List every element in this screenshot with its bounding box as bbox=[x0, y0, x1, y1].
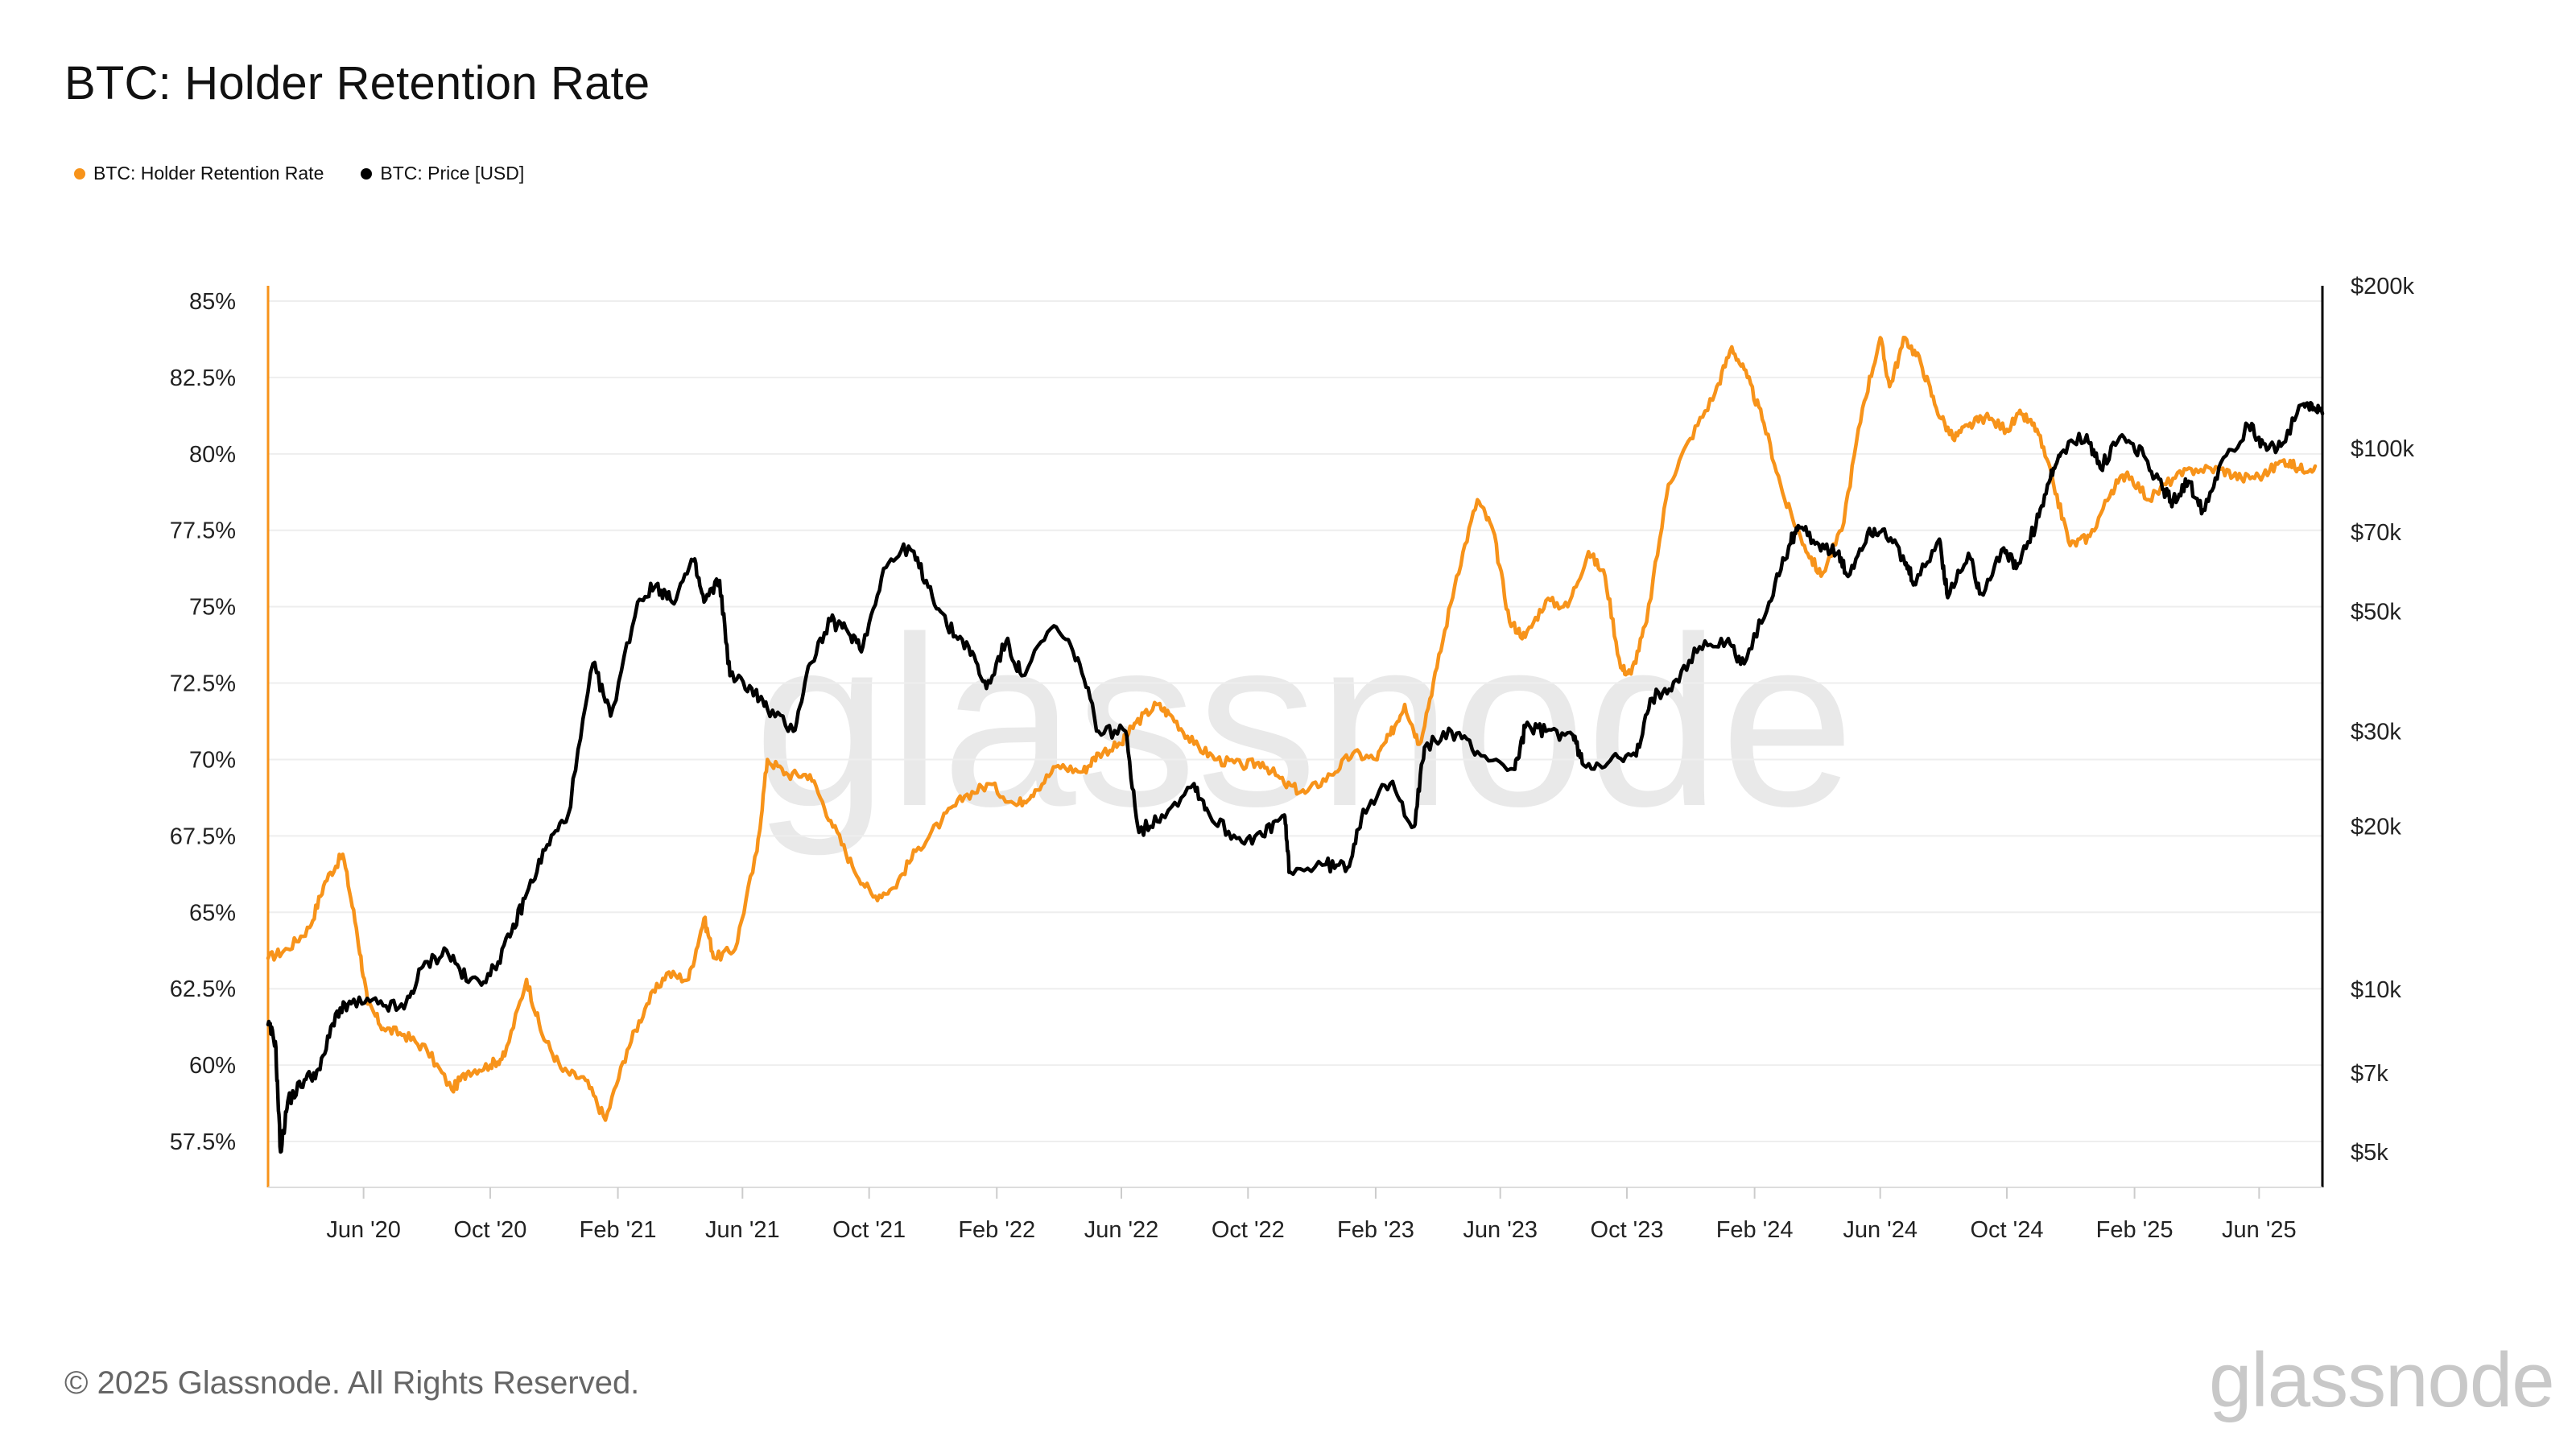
left-tick-label: 75% bbox=[189, 595, 236, 621]
x-tick-label: Feb '24 bbox=[1716, 1217, 1794, 1243]
left-tick-label: 57.5% bbox=[170, 1129, 236, 1155]
x-tick-label: Jun '24 bbox=[1843, 1217, 1918, 1243]
x-tick-label: Feb '23 bbox=[1337, 1217, 1414, 1243]
left-tick-label: 82.5% bbox=[170, 365, 236, 391]
series-line-holder-retention-rate bbox=[266, 336, 2318, 1122]
legend-label-price: BTC: Price [USD] bbox=[380, 163, 525, 184]
right-tick-label: $5k bbox=[2351, 1140, 2388, 1166]
watermark: glassnode bbox=[753, 586, 1855, 858]
right-tick-label: $100k bbox=[2351, 436, 2415, 462]
left-tick-label: 70% bbox=[189, 747, 236, 773]
right-tick-label: $20k bbox=[2351, 815, 2401, 840]
legend: BTC: Holder Retention Rate BTC: Price [U… bbox=[74, 163, 561, 184]
x-tick-label: Oct '20 bbox=[453, 1217, 526, 1243]
x-tick-label: Oct '22 bbox=[1212, 1217, 1285, 1243]
x-tick-label: Jun '23 bbox=[1463, 1217, 1538, 1243]
left-axis-ticks: 57.5% 60% 62.5% 65% 67.5% 70% 72.5% 75% 77.5% 80%… bbox=[170, 289, 236, 1155]
left-tick-label: 62.5% bbox=[170, 976, 236, 1002]
right-tick-label: $7k bbox=[2351, 1061, 2388, 1087]
left-tick-label: 60% bbox=[189, 1053, 236, 1079]
x-tick-label: Feb '22 bbox=[958, 1217, 1035, 1243]
left-tick-label: 80% bbox=[189, 442, 236, 468]
grid bbox=[268, 299, 2322, 1143]
series-layer bbox=[266, 336, 2325, 1154]
x-tick-label: Oct '23 bbox=[1591, 1217, 1664, 1243]
left-tick-label: 67.5% bbox=[170, 824, 236, 849]
x-tick-label: Jun '25 bbox=[2222, 1217, 2297, 1243]
right-tick-label: $30k bbox=[2351, 719, 2401, 745]
legend-dot-black-icon bbox=[361, 167, 373, 180]
right-tick-label: $10k bbox=[2351, 977, 2401, 1003]
left-tick-label: 77.5% bbox=[170, 518, 236, 544]
x-tick-label: Jun '20 bbox=[326, 1217, 401, 1243]
x-tick-label: Feb '25 bbox=[2096, 1217, 2174, 1243]
legend-item-price[interactable]: BTC: Price [USD] bbox=[361, 163, 524, 184]
right-tick-label: $200k bbox=[2351, 274, 2415, 299]
axes bbox=[266, 286, 2324, 1188]
right-tick-label: $70k bbox=[2351, 520, 2401, 546]
x-tick-label: Jun '21 bbox=[705, 1217, 780, 1243]
x-tick-label: Oct '21 bbox=[832, 1217, 906, 1243]
series-line-btc-price bbox=[266, 400, 2325, 1154]
x-tick-label: Jun '22 bbox=[1084, 1217, 1159, 1243]
glassnode-logo: glassnode bbox=[2209, 1337, 2555, 1423]
right-tick-label: $50k bbox=[2351, 599, 2401, 625]
copyright-text: © 2025 Glassnode. All Rights Reserved. bbox=[64, 1365, 640, 1401]
right-axis-ticks: $5k $7k $10k $20k $30k $50k $70k $100k $200k bbox=[2351, 274, 2415, 1166]
legend-dot-orange-icon bbox=[74, 167, 85, 180]
chart-title: BTC: Holder Retention Rate bbox=[64, 57, 650, 109]
x-tick-label: Oct '24 bbox=[1970, 1217, 2043, 1243]
legend-item-retention[interactable]: BTC: Holder Retention Rate bbox=[74, 163, 324, 184]
legend-label-retention: BTC: Holder Retention Rate bbox=[93, 163, 324, 184]
left-tick-label: 65% bbox=[189, 900, 236, 926]
x-tick-label: Feb '21 bbox=[580, 1217, 657, 1243]
x-axis-ticks: Jun '20 Oct '20 Feb '21 Jun '21 Oct '21 Feb '… bbox=[326, 1187, 2297, 1243]
left-tick-label: 85% bbox=[189, 289, 236, 315]
left-tick-label: 72.5% bbox=[170, 671, 236, 697]
